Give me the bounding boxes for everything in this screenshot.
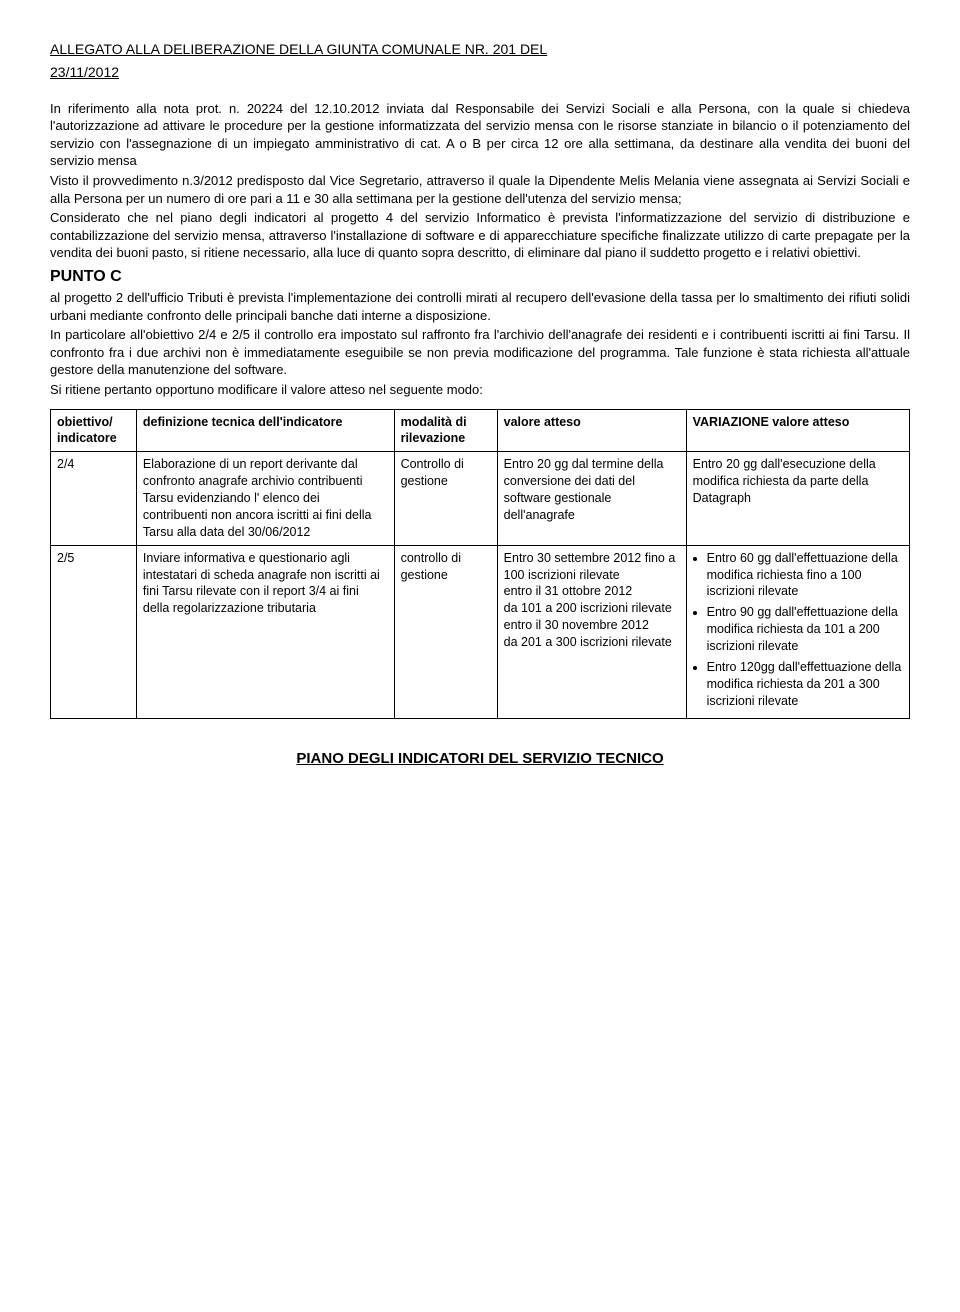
table-header-row: obiettivo/ indicatore definizione tecnic… (51, 409, 910, 452)
punto-c-p3: Si ritiene pertanto opportuno modificare… (50, 381, 910, 399)
header-line-1: ALLEGATO ALLA DELIBERAZIONE DELLA GIUNTA… (50, 40, 910, 59)
var-bullet: Entro 120gg dall'effettuazione della mod… (707, 659, 903, 710)
var-bullet: Entro 90 gg dall'effettuazione della mod… (707, 604, 903, 655)
cell-mod: Controllo di gestione (394, 452, 497, 545)
header-line-2: 23/11/2012 (50, 63, 910, 82)
paragraph-3: Considerato che nel piano degli indicato… (50, 209, 910, 262)
cell-var: Entro 60 gg dall'effettuazione della mod… (686, 545, 909, 718)
cell-def: Elaborazione di un report derivante dal … (136, 452, 394, 545)
cell-obj: 2/4 (51, 452, 137, 545)
punto-c-heading: PUNTO C (50, 266, 910, 288)
th-modalita: modalità di rilevazione (394, 409, 497, 452)
footer-heading: PIANO DEGLI INDICATORI DEL SERVIZIO TECN… (50, 749, 910, 769)
cell-var: Entro 20 gg dall'esecuzione della modifi… (686, 452, 909, 545)
paragraph-2: Visto il provvedimento n.3/2012 predispo… (50, 172, 910, 207)
th-valore: valore atteso (497, 409, 686, 452)
table-row: 2/5 Inviare informativa e questionario a… (51, 545, 910, 718)
punto-c-p1: al progetto 2 dell'ufficio Tributi è pre… (50, 289, 910, 324)
cell-mod: controllo di gestione (394, 545, 497, 718)
cell-def: Inviare informativa e questionario agli … (136, 545, 394, 718)
table-row: 2/4 Elaborazione di un report derivante … (51, 452, 910, 545)
cell-val: Entro 30 settembre 2012 fino a 100 iscri… (497, 545, 686, 718)
punto-c-p2: In particolare all'obiettivo 2/4 e 2/5 i… (50, 326, 910, 379)
paragraph-1: In riferimento alla nota prot. n. 20224 … (50, 100, 910, 170)
var-bullet: Entro 60 gg dall'effettuazione della mod… (707, 550, 903, 601)
indicators-table: obiettivo/ indicatore definizione tecnic… (50, 409, 910, 719)
th-definizione: definizione tecnica dell'indicatore (136, 409, 394, 452)
var-bullet-list: Entro 60 gg dall'effettuazione della mod… (693, 550, 903, 710)
cell-val: Entro 20 gg dal termine della conversion… (497, 452, 686, 545)
cell-obj: 2/5 (51, 545, 137, 718)
th-obiettivo: obiettivo/ indicatore (51, 409, 137, 452)
th-variazione: VARIAZIONE valore atteso (686, 409, 909, 452)
